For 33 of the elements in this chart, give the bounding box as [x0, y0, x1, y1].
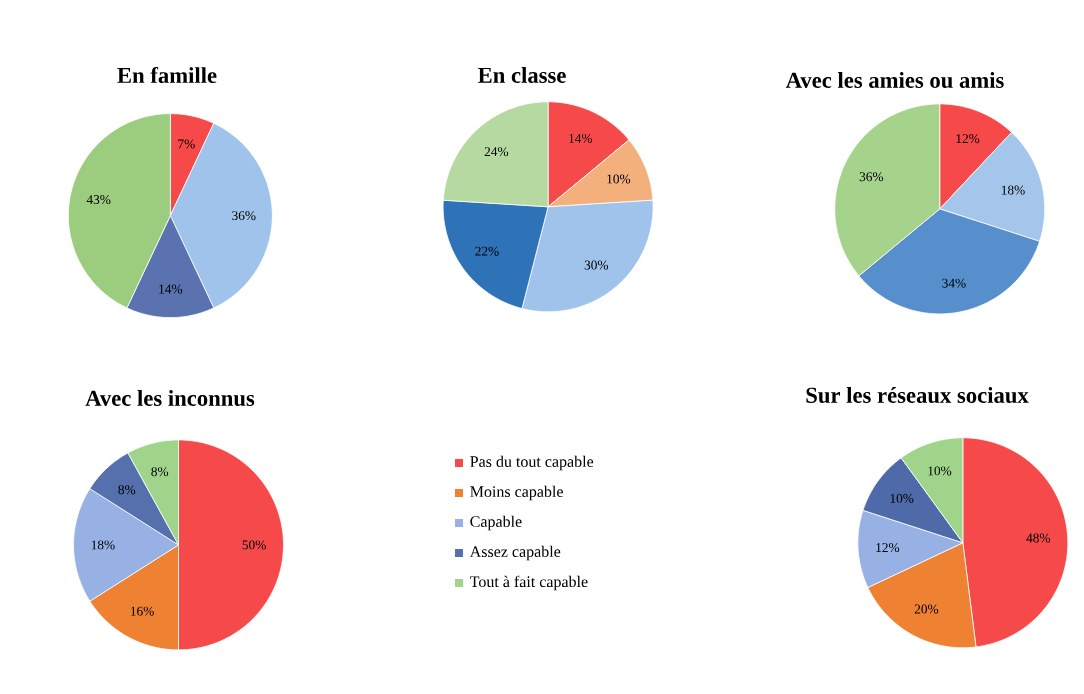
chart-title: Avec les amies ou amis: [785, 72, 1004, 88]
data-label: 36%: [232, 211, 256, 221]
data-label: 12%: [956, 134, 980, 144]
data-label: 7%: [178, 139, 195, 149]
data-label: 22%: [475, 246, 499, 256]
legend-label: Moins capable: [470, 485, 563, 501]
legend-label: Assez capable: [469, 545, 561, 561]
chart-title: En famille: [117, 66, 217, 84]
legend-label: Pas du tout capable: [470, 455, 594, 471]
chart-title: Sur les réseaux sociaux: [806, 386, 1029, 404]
data-label: 14%: [159, 284, 183, 294]
data-label: 24%: [484, 147, 509, 157]
data-label: 8%: [151, 467, 169, 477]
data-label: 10%: [890, 493, 914, 503]
data-label: 12%: [876, 543, 900, 553]
data-label: 10%: [928, 466, 952, 476]
data-label: 36%: [859, 172, 884, 182]
data-label: 30%: [584, 260, 609, 270]
data-label: 18%: [91, 540, 115, 550]
data-label: 34%: [942, 278, 966, 288]
legend-label: Capable: [470, 515, 522, 531]
data-label: 10%: [607, 174, 631, 184]
data-label: 16%: [131, 606, 154, 616]
data-label: 50%: [242, 540, 266, 550]
data-label: 20%: [914, 604, 939, 614]
legend-label: Tout à fait capable: [470, 575, 588, 591]
data-label: 8%: [118, 485, 136, 495]
data-label: 43%: [86, 195, 111, 205]
chart-title: En classe: [478, 67, 566, 83]
data-label: 48%: [1026, 533, 1051, 543]
data-label: 18%: [1001, 185, 1025, 195]
chart-title: Avec les inconnus: [85, 390, 255, 406]
data-label: 14%: [569, 133, 593, 143]
